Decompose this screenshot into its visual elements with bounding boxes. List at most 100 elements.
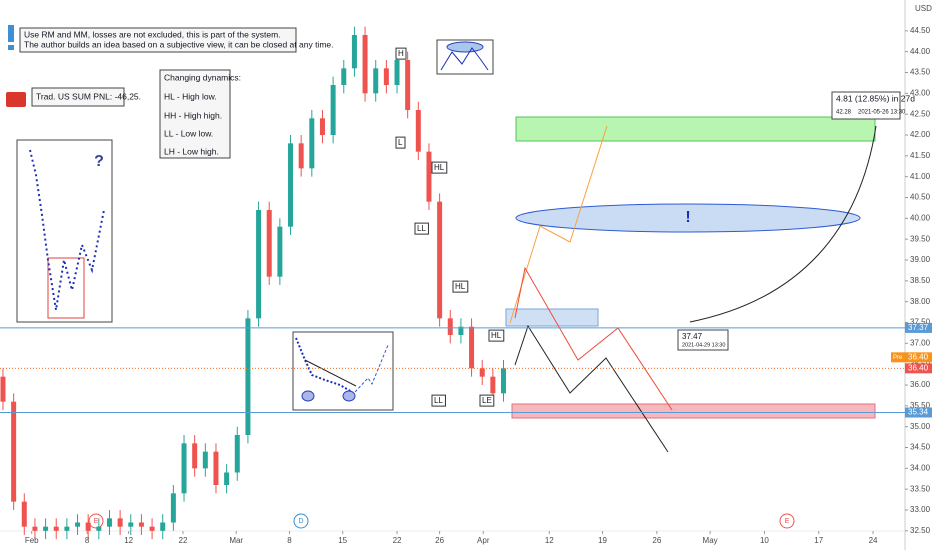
y-tick-label: 43.50 — [910, 68, 931, 77]
x-tick-label: Apr — [477, 536, 490, 545]
dynamics-line: LL - Low low. — [164, 128, 213, 138]
marker — [342, 390, 356, 402]
y-tick-label: 40.50 — [910, 193, 931, 202]
candle-body — [479, 368, 485, 377]
candle-body — [202, 451, 208, 469]
notice-icon — [8, 25, 14, 42]
candle-body — [362, 35, 368, 94]
candle-body — [149, 526, 155, 531]
y-tick-label: 42.50 — [910, 109, 931, 118]
candle-body — [415, 110, 421, 152]
entry-zone — [505, 308, 599, 327]
y-tick-label: 33.50 — [910, 484, 931, 493]
x-tick-label: 12 — [545, 536, 554, 545]
dynamics-line: HL - High low. — [164, 91, 217, 101]
y-tick-label: 39.50 — [910, 234, 931, 243]
wave-box — [479, 394, 495, 407]
x-tick-label: 26 — [652, 536, 661, 545]
y-tick-label: 37.50 — [910, 318, 931, 327]
y-tick-label: 41.50 — [910, 151, 931, 160]
candle-body — [266, 210, 272, 277]
marker — [446, 41, 484, 53]
notice-icon — [8, 45, 14, 50]
candle-body — [437, 201, 443, 319]
x-tick-label: 24 — [869, 536, 878, 545]
price-badge-label: 36.40 — [908, 363, 929, 372]
wave-label: HL — [491, 331, 502, 340]
price-badge — [905, 322, 932, 333]
candle-body — [75, 522, 81, 527]
y-tick-label: 34.50 — [910, 443, 931, 452]
briefcase-icon — [6, 92, 26, 107]
notice-line: Use RM and MM, losses are not excluded, … — [24, 29, 281, 39]
candle-body — [234, 435, 240, 473]
event-label: E — [94, 518, 99, 525]
candle-body — [181, 443, 187, 494]
price-badge-label: 35.34 — [908, 408, 929, 417]
price-badge — [905, 407, 932, 418]
candle-body — [106, 518, 112, 527]
wave-box — [395, 47, 407, 60]
x-tick-label: 8 — [85, 536, 90, 545]
inset-path — [440, 47, 489, 71]
event-label: E — [785, 518, 790, 525]
candle-body — [383, 68, 389, 85]
ellipse — [515, 203, 861, 233]
dynamics-box — [159, 69, 231, 159]
x-tick-label: Feb — [25, 536, 39, 545]
candle-body — [501, 368, 507, 394]
candle-body — [277, 226, 283, 277]
x-tick-label: 17 — [814, 536, 823, 545]
notice-box — [19, 27, 297, 53]
candle-body — [192, 443, 198, 469]
wave-box — [431, 394, 446, 407]
wave-box — [431, 161, 448, 174]
y-tick-label: 34.00 — [910, 463, 931, 472]
measure-text: 2021-05-26 13:30 — [858, 110, 906, 116]
candle-body — [458, 326, 464, 335]
candle-body — [405, 60, 411, 110]
inset-candles — [29, 149, 105, 311]
candle-body — [64, 526, 70, 531]
wave-label: LL — [434, 396, 443, 405]
y-tick-label: 36.00 — [910, 380, 931, 389]
candle-body — [128, 522, 134, 527]
price-badge-label: 37.37 — [908, 323, 929, 332]
y-tick-label: 35.00 — [910, 422, 931, 431]
wave-box — [395, 136, 406, 149]
trendline — [304, 359, 357, 387]
x-tick-label: 19 — [598, 536, 607, 545]
candle-body — [53, 526, 59, 531]
wave-box — [414, 222, 429, 235]
wave-box — [488, 329, 505, 342]
x-tick-label: 15 — [338, 536, 347, 545]
candle-body — [330, 85, 336, 135]
x-tick-label: 12 — [124, 536, 133, 545]
candle-body — [160, 522, 166, 531]
event-circle — [779, 513, 795, 529]
black-path — [514, 324, 669, 453]
candle-body — [96, 526, 102, 531]
y-tick-label: 44.50 — [910, 26, 931, 35]
candle-body — [256, 210, 262, 319]
event-circle — [293, 513, 309, 529]
x-tick-label: 10 — [760, 536, 769, 545]
price-badge — [905, 363, 932, 374]
measure-text: 4.81 (12.85%) in 27d — [836, 93, 915, 103]
candle-body — [394, 60, 400, 85]
stop-zone — [511, 403, 876, 419]
candle-body — [351, 35, 357, 69]
y-tick-label: 43.00 — [910, 88, 931, 97]
x-tick-label: May — [703, 536, 718, 545]
x-tick-label: 8 — [287, 536, 292, 545]
y-tick-label: 35.50 — [910, 401, 931, 410]
wave-box — [452, 280, 469, 293]
measure-curve — [689, 125, 877, 323]
dynamics-line: LH - Low high. — [164, 146, 219, 156]
event-label: D — [298, 518, 303, 525]
candle-body — [341, 68, 347, 85]
x-tick-label: 22 — [179, 536, 188, 545]
dynamics-line: HH - High high. — [164, 110, 222, 120]
